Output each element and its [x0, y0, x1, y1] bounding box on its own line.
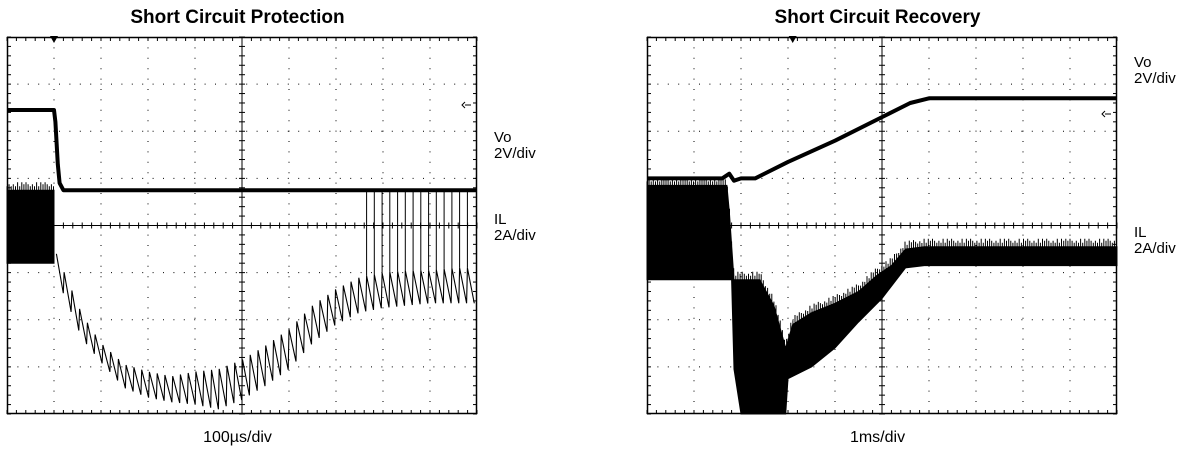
vo-channel-scale: 2V/div — [494, 145, 536, 162]
trace-band-il — [6, 189, 55, 264]
trace-vo — [7, 108, 477, 193]
chart-panel-left: Short Circuit Protection Vo 2V/div IL 2A… — [0, 0, 560, 455]
chart-title: Short Circuit Recovery — [774, 7, 981, 28]
vo-label: Vo 2V/div — [1134, 55, 1176, 87]
vo-label: Vo 2V/div — [494, 130, 536, 162]
scope-plot — [6, 36, 478, 415]
level-marker — [461, 101, 471, 109]
trace-vo — [647, 96, 1117, 183]
trace-spikes-il — [366, 190, 468, 276]
il-label: IL 2A/div — [1134, 225, 1176, 257]
chart-title: Short Circuit Protection — [130, 7, 345, 28]
x-axis-label: 100µs/div — [203, 429, 272, 446]
vo-channel-scale: 2V/div — [1134, 70, 1176, 87]
il-channel-scale: 2A/div — [1134, 240, 1176, 257]
vo-channel-name: Vo — [1134, 54, 1152, 71]
level-marker — [1101, 110, 1111, 118]
il-channel-name: IL — [1134, 224, 1147, 241]
x-axis-label: 1ms/div — [849, 429, 906, 446]
vo-channel-name: Vo — [494, 129, 512, 146]
scope-plot — [646, 36, 1118, 415]
il-label: IL 2A/div — [494, 212, 536, 244]
il-channel-name: IL — [494, 211, 507, 228]
trigger-marker — [788, 36, 797, 43]
trace-ripple-il — [6, 182, 54, 191]
trace-sawtooth-il — [55, 253, 475, 410]
il-channel-scale: 2A/div — [494, 227, 536, 244]
trigger-marker — [50, 36, 58, 43]
chart-panel-right: Short Circuit Recovery Vo 2V/div IL 2A/d… — [640, 0, 1193, 455]
trace-ripple-il — [646, 177, 1117, 345]
